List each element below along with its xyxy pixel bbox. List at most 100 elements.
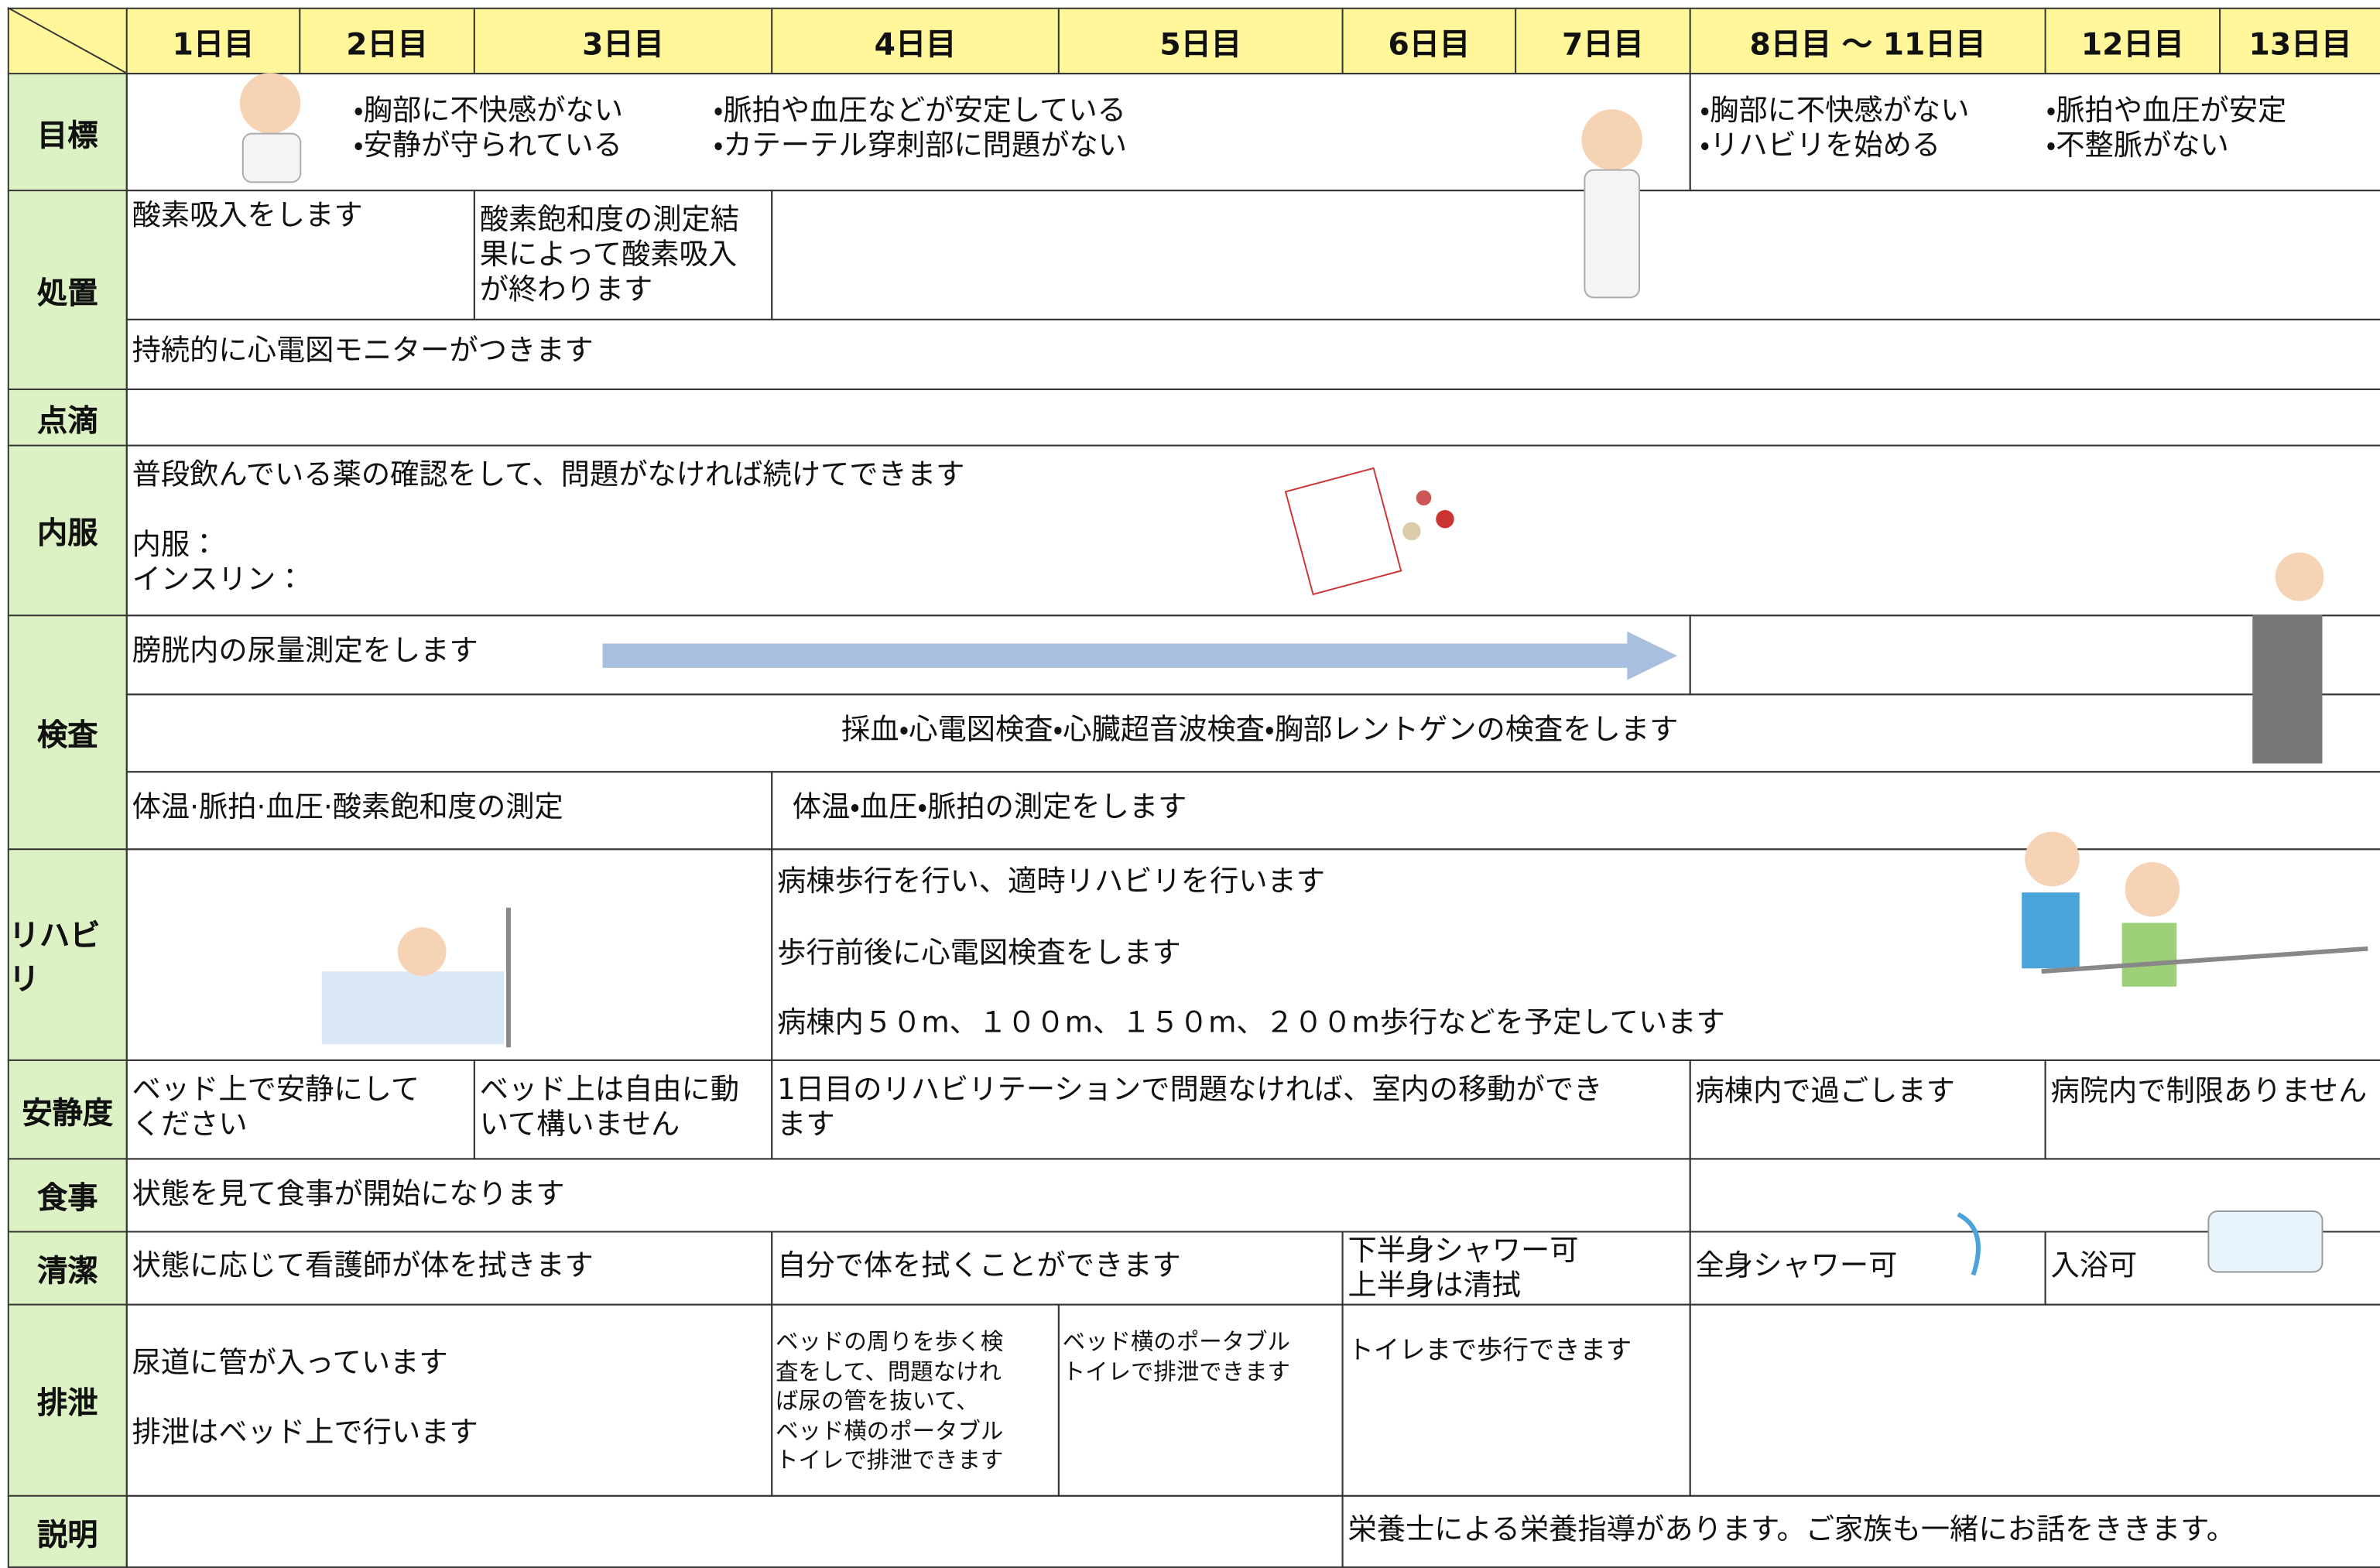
bath-illustration: [1957, 1210, 2323, 1276]
text-line: 1日目のリハビリテーションで問題なければ、室内の移動ができ: [777, 1073, 1603, 1107]
cell-text: ベッド上で安静にして ください: [132, 1073, 420, 1143]
text-line: 採血・心電図検査・心臓超音波検査・胸部レントゲンの検査をします: [841, 713, 1679, 747]
walking-illustration: [2022, 831, 2368, 987]
text-line: ベッドの周りを歩く検: [776, 1328, 1004, 1356]
text-line: ください: [132, 1108, 248, 1142]
cell-text: 尿道に管が入っています: [132, 1347, 448, 1381]
row-label: 食事: [7, 1158, 128, 1233]
text-line: トイレで排泄できます: [1062, 1357, 1290, 1385]
text-line: ・脈拍や血圧が安定: [2046, 94, 2287, 128]
text-line: 査をして、問題なけれ: [776, 1357, 1002, 1385]
text-line: が終わります: [479, 273, 653, 307]
text-line: 体温・血圧・脈拍の測定をします: [792, 790, 1187, 824]
text-line: 状態に応じて看護師が体を拭きます: [132, 1249, 594, 1283]
cell-text: 採血・心電図検査・心臓超音波検査・胸部レントゲンの検査をします: [841, 714, 1678, 748]
text-line: ベッド横のポータブル: [776, 1416, 1004, 1445]
cell-text: 排泄はベッド上で行います: [132, 1416, 478, 1451]
cell-text: ベッドの周りを歩く検 査をして、問題なけれ ば尿の管を抜いて、 ベッド横のポータブルト…: [776, 1328, 1003, 1476]
text-line: 病棟歩行を行い、適時リハビリを行います: [777, 864, 1326, 899]
text-line: 状態を見て食事が開始になります: [132, 1177, 565, 1212]
row-label: 処置: [7, 190, 128, 391]
cell-text: 膀胱内の尿量測定をします: [132, 635, 478, 669]
row-label: 安静度: [7, 1059, 128, 1160]
text-line: ・カテーテル穿刺部に問題がない: [713, 128, 1128, 163]
text-line: 酸素飽和度の測定結: [479, 203, 740, 237]
row-label: 目標: [7, 73, 128, 192]
cell-text: 病院内で制限ありません: [2050, 1075, 2367, 1110]
cell-text: 状態を見て食事が開始になります: [132, 1178, 565, 1213]
day-header: 12日目: [2044, 7, 2221, 75]
text-line: 体温·脈拍·血圧·酸素飽和度の測定: [132, 790, 563, 824]
arrow: [602, 631, 1678, 680]
text-line: ・胸部に不快感がない: [353, 94, 623, 128]
row-label: 検査: [7, 615, 128, 851]
text-line: 普段飲んでいる薬の確認をして、問題がなければ続けてできます: [132, 458, 965, 492]
day-header: 2日目: [299, 7, 475, 75]
text-line: ・脈拍や血圧などが安定している: [713, 94, 1126, 128]
text-line: 栄養士による栄養指導があります。ご家族も一緒にお話をききます。: [1348, 1513, 2235, 1547]
text-line: いて構いません: [479, 1108, 680, 1142]
text-line: ・不整脈がない: [2046, 128, 2229, 163]
nurse-illustration: [1581, 109, 1642, 299]
day-header: 1日目: [125, 7, 301, 75]
cell-text: 持続的に心電図モニターがつきます: [132, 334, 594, 368]
cell-text: ベッド上は自由に動 いて構いません: [480, 1073, 739, 1143]
text-line: ・安静が守られている: [353, 128, 622, 163]
row-label: リハビリ: [7, 848, 128, 1061]
text-line: 持続的に心電図モニターがつきます: [132, 334, 594, 368]
text-line: 病棟内で過ごします: [1695, 1074, 1955, 1108]
corner-diagonal: [7, 6, 127, 74]
text-line: 排泄はベッド上で行います: [132, 1416, 478, 1450]
cell-text: 全身シャワー可: [1696, 1249, 1898, 1284]
cell-text: 酸素吸入をします: [132, 199, 363, 234]
text-line: ・胸部に不快感がない: [1700, 94, 1970, 128]
text-line: 歩行前後に心電図検査をします: [777, 936, 1181, 971]
text-line: 膀胱内の尿量測定をします: [132, 634, 478, 668]
text-line: 病院内で制限ありません: [2050, 1074, 2368, 1108]
row-label: 内服: [7, 444, 128, 617]
cell-text: 栄養士による栄養指導があります。ご家族も一緒にお話をききます。: [1348, 1513, 2235, 1548]
cell-text: 体温·脈拍·血圧·酸素飽和度の測定: [132, 791, 563, 826]
cell-text: 病棟歩行を行い、適時リハビリを行います: [777, 865, 1325, 900]
cell-text: トイレまで歩行できます: [1348, 1334, 1632, 1369]
text-line: 入浴可: [2050, 1249, 2138, 1283]
cell-text: 内服： インスリン：: [132, 528, 305, 597]
text-line: 病棟内５０m、１００m、１５０m、２００m歩行などを予定しています: [777, 1006, 1725, 1040]
text-line: トイレまで歩行できます: [1348, 1335, 1632, 1367]
patient-bed-illustration: [321, 907, 511, 1048]
text-line: ベッド上で安静にして: [132, 1073, 420, 1107]
text-line: 尿道に管が入っています: [132, 1346, 448, 1380]
cell-text: 歩行前後に心電図検査をします: [777, 936, 1181, 971]
cell-text: 酸素飽和度の測定結 果によって酸素吸入 が終わります: [480, 204, 739, 308]
cell-text: 自分で体を拭くことができます: [777, 1249, 1181, 1284]
text-line: 下半身シャワー可: [1348, 1234, 1579, 1268]
row-label: 説明: [7, 1494, 128, 1568]
text-line: 全身シャワー可: [1695, 1249, 1898, 1283]
text-line: 上半身は清拭: [1348, 1268, 1522, 1303]
cell-text: 状態に応じて看護師が体を拭きます: [132, 1249, 594, 1284]
day-header: 5日目: [1057, 7, 1344, 75]
cell-text: ・胸部に不快感がない ・安静が守られている: [354, 94, 623, 164]
doctor-illustration: [239, 73, 302, 183]
day-header: 8日目 ～ 11日目: [1689, 7, 2046, 75]
text-line: ベッド横のポータブル: [1062, 1328, 1290, 1356]
cell-text: ・脈拍や血圧などが安定している ・カテーテル穿刺部に問題がない: [714, 94, 1127, 164]
text-line: 内服：: [132, 528, 219, 562]
cell-text: 病棟内５０m、１００m、１５０m、２００m歩行などを予定しています: [777, 1006, 1725, 1041]
text-line: ば尿の管を抜いて、: [776, 1387, 979, 1415]
text-line: 自分で体を拭くことができます: [777, 1249, 1181, 1283]
text-line: インスリン：: [132, 563, 305, 597]
cell-text: 普段飲んでいる薬の確認をして、問題がなければ続けてできます: [132, 458, 965, 493]
text-line: 果によって酸素吸入: [479, 238, 738, 272]
text-line: 酸素吸入をします: [132, 198, 363, 233]
cell-text: 入浴可: [2050, 1249, 2137, 1284]
day-header: 13日目: [2219, 7, 2380, 75]
xray-illustration: [2252, 552, 2324, 764]
cell-text: ・脈拍や血圧が安定 ・不整脈がない: [2046, 94, 2287, 164]
text-line: ベッド上は自由に動: [479, 1073, 740, 1107]
text-line: トイレで排泄できます: [776, 1446, 1004, 1474]
text-line: ・リハビリを始める: [1700, 128, 1941, 163]
cell-text: 1日目のリハビリテーションで問題なければ、室内の移動ができ ます: [777, 1073, 1602, 1143]
